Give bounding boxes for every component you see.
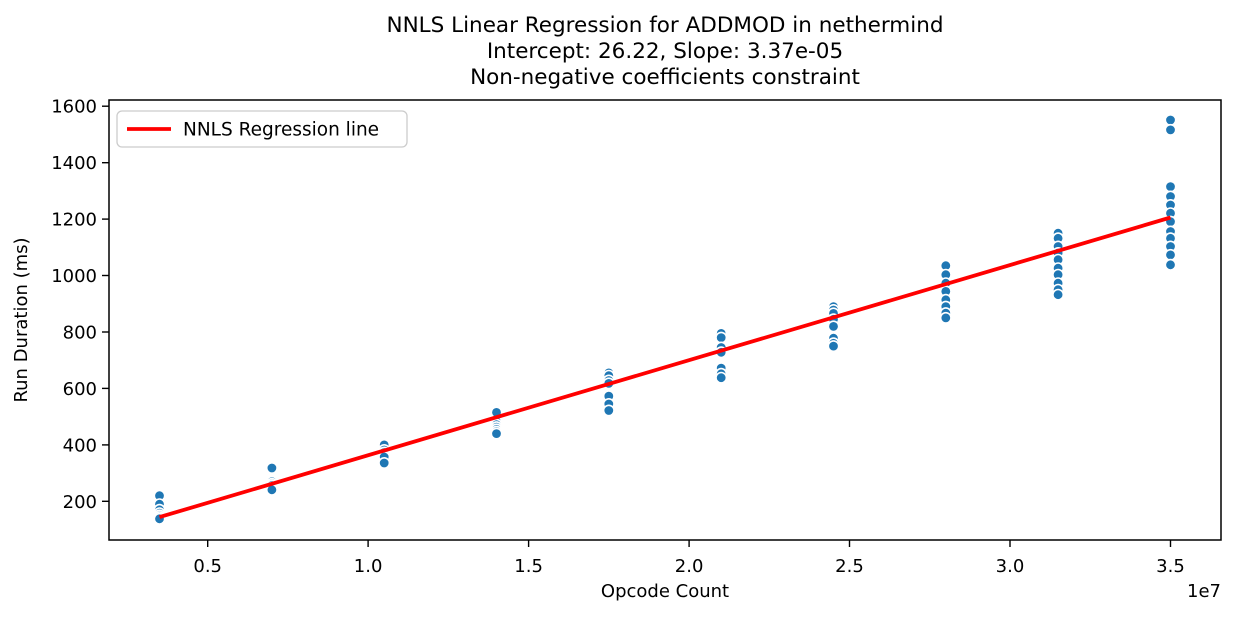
y-tick-label: 400 — [63, 435, 97, 456]
scatter-point — [1164, 123, 1177, 136]
y-axis-label: Run Duration (ms) — [11, 237, 32, 402]
regression-line — [158, 215, 1172, 519]
y-tick-label: 1400 — [51, 153, 97, 174]
scatter-point — [1164, 180, 1177, 193]
scatter-point — [827, 340, 840, 353]
x-tick-label: 3.5 — [1156, 556, 1185, 577]
x-tick-label: 1.0 — [354, 556, 383, 577]
scatter-point — [939, 311, 952, 324]
scatter-point — [1164, 258, 1177, 271]
x-tick-label: 3.0 — [996, 556, 1025, 577]
y-tick-label: 600 — [63, 379, 97, 400]
plot-border — [108, 99, 1222, 541]
x-tick-label: 2.0 — [675, 556, 704, 577]
legend-label: NNLS Regression line — [183, 120, 379, 141]
scatter-point — [715, 371, 728, 384]
y-tick-label: 1000 — [51, 266, 97, 287]
x-tick-label: 0.5 — [193, 556, 222, 577]
x-axis-offset-label: 1e7 — [1187, 581, 1221, 602]
scatter-point — [715, 331, 728, 344]
chart-subtitle-intercept-slope: Intercept: 26.22, Slope: 3.37e-05 — [487, 39, 843, 64]
x-tick-label: 1.5 — [514, 556, 543, 577]
plot-layer: 0.5 1.0 1.5 2.0 2.5 3.0 3.5 200 400 600 800 1000 120… — [51, 97, 1222, 577]
legend-box — [116, 110, 408, 148]
scatter-point — [602, 404, 615, 417]
y-tick-label: 1600 — [51, 97, 97, 118]
x-tick-label: 2.5 — [835, 556, 864, 577]
chart-subtitle-constraint: Non-negative coefficients constraint — [470, 65, 860, 90]
x-axis-label: Opcode Count — [601, 581, 729, 602]
scatter-point — [378, 456, 391, 469]
y-tick-label: 800 — [63, 323, 97, 344]
scatter-point — [265, 461, 278, 474]
legend: NNLS Regression line — [116, 110, 408, 148]
y-tick-label: 200 — [63, 492, 97, 513]
scatter-point — [1164, 248, 1177, 261]
scatter-point — [1052, 288, 1065, 301]
scatter-point — [827, 320, 840, 333]
chart-title: NNLS Linear Regression for ADDMOD in net… — [386, 13, 943, 38]
scatter-point — [1164, 114, 1177, 127]
scatter-point — [490, 427, 503, 440]
y-tick-label: 1200 — [51, 210, 97, 231]
